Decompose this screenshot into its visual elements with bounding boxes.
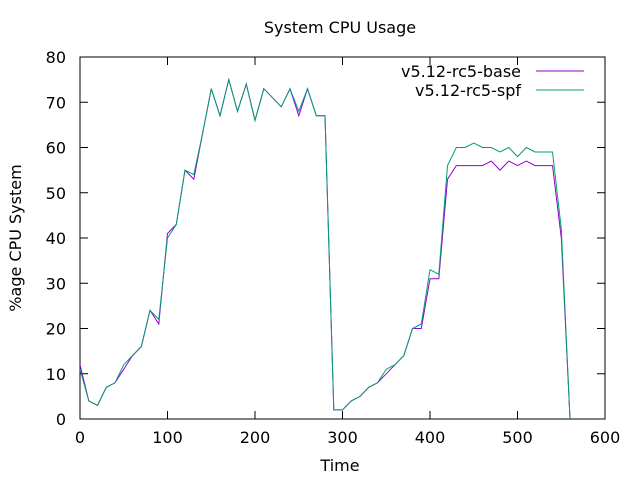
x-tick-label: 300 — [327, 428, 358, 447]
legend-label-2: v5.12-rc5-spf — [415, 81, 521, 100]
y-tick-label: 60 — [46, 139, 66, 158]
y-tick-label: 70 — [46, 93, 66, 112]
chart-title: System CPU Usage — [264, 18, 416, 37]
y-tick-label: 50 — [46, 184, 66, 203]
y-axis-label: %age CPU System — [6, 164, 25, 311]
x-tick-label: 100 — [152, 428, 183, 447]
y-tick-label: 40 — [46, 229, 66, 248]
x-tick-label: 400 — [415, 428, 446, 447]
data-lines — [79, 77, 571, 420]
x-tick-label: 200 — [240, 428, 271, 447]
axis-ticks: 0 100 200 300 400 500 600 0 10 20 30 40 50 60 70 80 — [46, 48, 621, 447]
y-tick-label: 30 — [46, 274, 66, 293]
legend-label-1: v5.12-rc5-base — [401, 62, 521, 81]
x-tick-label: 600 — [590, 428, 621, 447]
series-line-2 — [79, 77, 571, 420]
y-tick-label: 80 — [46, 48, 66, 67]
y-tick-label: 10 — [46, 365, 66, 384]
x-axis-label: Time — [319, 456, 359, 475]
y-tick-label: 0 — [56, 410, 66, 429]
x-tick-label: 500 — [502, 428, 533, 447]
x-tick-label: 0 — [75, 428, 85, 447]
plot-area-frame — [79, 56, 606, 420]
y-tick-label: 20 — [46, 320, 66, 339]
